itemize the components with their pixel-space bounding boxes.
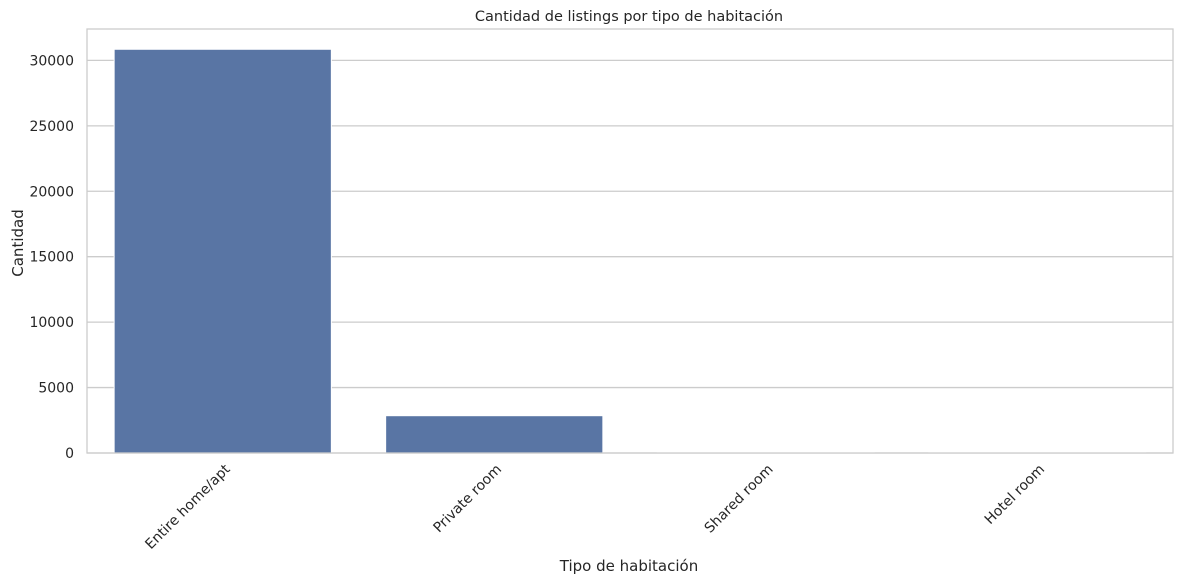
y-tick-label: 10000 xyxy=(29,315,74,331)
x-tick-label: Hotel room xyxy=(982,462,1048,528)
x-tick-labels: Entire home/apt Private room Shared room Ho… xyxy=(142,461,1048,553)
y-tick-label: 20000 xyxy=(29,184,74,200)
x-tick-label: Shared room xyxy=(702,462,777,537)
y-tick-label: 30000 xyxy=(29,53,74,69)
y-tick-label: 15000 xyxy=(29,250,74,266)
plot-frame xyxy=(86,28,1174,454)
y-axis-label: Cantidad xyxy=(9,209,27,276)
y-tick-labels: 0 5000 10000 15000 20000 25000 30000 xyxy=(29,53,74,462)
bars xyxy=(113,48,1147,454)
chart-title: Cantidad de listings por tipo de habitac… xyxy=(475,9,783,25)
y-tick-label: 25000 xyxy=(29,119,74,135)
y-tick-label: 0 xyxy=(65,446,74,462)
bar xyxy=(385,415,604,454)
bar xyxy=(113,48,332,454)
x-axis-label: Tipo de habitación xyxy=(559,557,698,575)
y-tick-label: 5000 xyxy=(38,381,74,397)
x-tick-label: Private room xyxy=(430,462,505,537)
x-tick-label: Entire home/apt xyxy=(142,461,234,553)
